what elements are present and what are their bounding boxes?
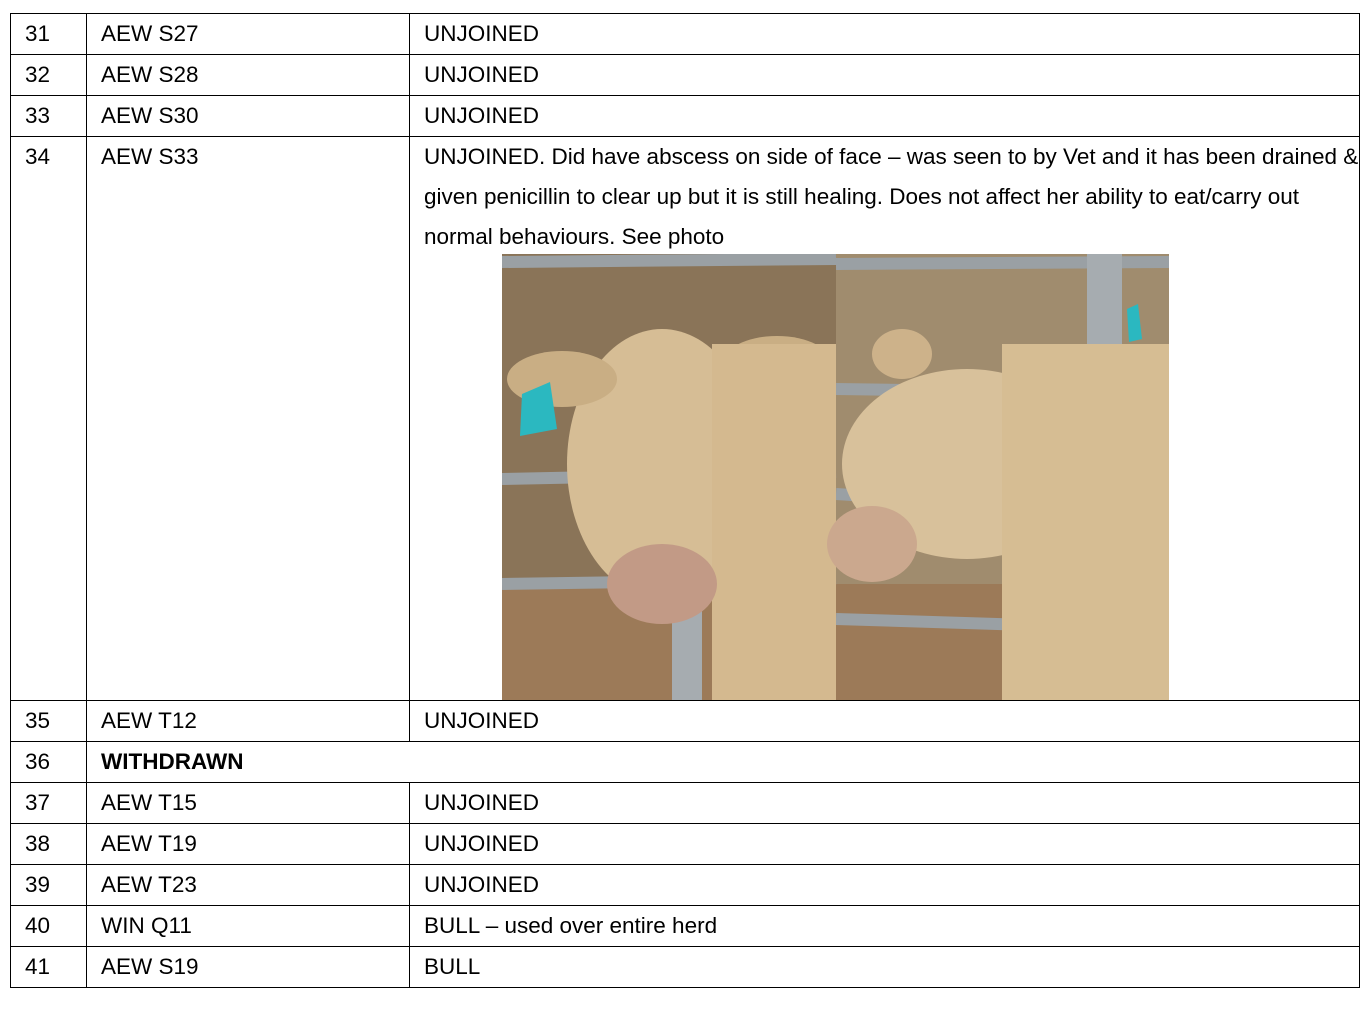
note: BULL – used over entire herd: [409, 905, 1360, 947]
row-number: 34: [10, 136, 87, 701]
table-row: 38 AEW T19 UNJOINED: [10, 823, 1360, 865]
cow-photo: [502, 254, 1169, 700]
row-number-text: 35: [25, 708, 51, 733]
note-text: BULL – used over entire herd: [424, 913, 718, 938]
note: UNJOINED. Did have abscess on side of fa…: [409, 136, 1360, 701]
note-text: BULL: [424, 954, 481, 979]
animal-id: AEW T23: [86, 864, 410, 906]
animal-id-text: AEW S30: [101, 103, 199, 128]
note: UNJOINED: [409, 54, 1360, 96]
note: UNJOINED: [409, 700, 1360, 742]
animal-id-text: AEW S27: [101, 21, 199, 46]
animal-id: AEW T15: [86, 782, 410, 824]
animal-id-text: AEW S28: [101, 62, 199, 87]
note: UNJOINED: [409, 782, 1360, 824]
table-row: 35 AEW T12 UNJOINED: [10, 700, 1360, 742]
records-table: 31 AEW S27 UNJOINED 32 AEW S28 UNJOINED 33 AEW …: [10, 13, 1360, 988]
note-text: UNJOINED: [424, 790, 540, 815]
animal-id-text: AEW T15: [101, 790, 197, 815]
animal-id: AEW S27: [86, 13, 410, 55]
row-number: 35: [10, 700, 87, 742]
animal-id-text: AEW T19: [101, 831, 197, 856]
animal-id: AEW S30: [86, 95, 410, 137]
note: BULL: [409, 946, 1360, 988]
row-number: 33: [10, 95, 87, 137]
row-number-text: 41: [25, 954, 51, 979]
table-row: 41 AEW S19 BULL: [10, 946, 1360, 988]
note-text: UNJOINED: [424, 872, 540, 897]
note-text: UNJOINED: [424, 708, 540, 733]
row-number-text: 39: [25, 872, 51, 897]
note-text: UNJOINED: [424, 103, 540, 128]
note-text: UNJOINED: [424, 831, 540, 856]
note: UNJOINED: [409, 95, 1360, 137]
row-number-text: 36: [25, 749, 51, 774]
animal-id: AEW T19: [86, 823, 410, 865]
animal-id-text: AEW S19: [101, 954, 199, 979]
row-number: 32: [10, 54, 87, 96]
animal-id: AEW S33: [86, 136, 410, 701]
row-number: 37: [10, 782, 87, 824]
table-row: 39 AEW T23 UNJOINED: [10, 864, 1360, 906]
note: UNJOINED: [409, 864, 1360, 906]
note-text: UNJOINED. Did have abscess on side of fa…: [424, 144, 1359, 249]
note: UNJOINED: [409, 823, 1360, 865]
animal-id-text: AEW T12: [101, 708, 197, 733]
animal-id-text: AEW S33: [101, 144, 199, 169]
row-number: 36: [10, 741, 87, 783]
animal-id: AEW S19: [86, 946, 410, 988]
row-number-text: 32: [25, 62, 51, 87]
table-row: 33 AEW S30 UNJOINED: [10, 95, 1360, 137]
row-number-text: 31: [25, 21, 51, 46]
row-number: 31: [10, 13, 87, 55]
row-number: 38: [10, 823, 87, 865]
note: UNJOINED: [409, 13, 1360, 55]
animal-id: WITHDRAWN: [86, 741, 1360, 783]
row-number: 39: [10, 864, 87, 906]
table-row: 37 AEW T15 UNJOINED: [10, 782, 1360, 824]
row-number: 41: [10, 946, 87, 988]
note-text: UNJOINED: [424, 21, 540, 46]
table-row: 34 AEW S33 UNJOINED. Did have abscess on s…: [10, 136, 1360, 701]
table-row: 31 AEW S27 UNJOINED: [10, 13, 1360, 55]
row-number-text: 34: [25, 144, 51, 169]
row-number-text: 33: [25, 103, 51, 128]
table-row: 32 AEW S28 UNJOINED: [10, 54, 1360, 96]
row-number-text: 37: [25, 790, 51, 815]
row-number: 40: [10, 905, 87, 947]
table-row: 40 WIN Q11 BULL – used over entire herd: [10, 905, 1360, 947]
animal-id: AEW T12: [86, 700, 410, 742]
animal-id-text: WITHDRAWN: [101, 749, 244, 774]
animal-id: WIN Q11: [86, 905, 410, 947]
row-number-text: 38: [25, 831, 51, 856]
animal-id: AEW S28: [86, 54, 410, 96]
row-number-text: 40: [25, 913, 51, 938]
animal-id-text: WIN Q11: [101, 913, 192, 938]
note-text: UNJOINED: [424, 62, 540, 87]
animal-id-text: AEW T23: [101, 872, 197, 897]
table-row: 36 WITHDRAWN: [10, 741, 1360, 783]
